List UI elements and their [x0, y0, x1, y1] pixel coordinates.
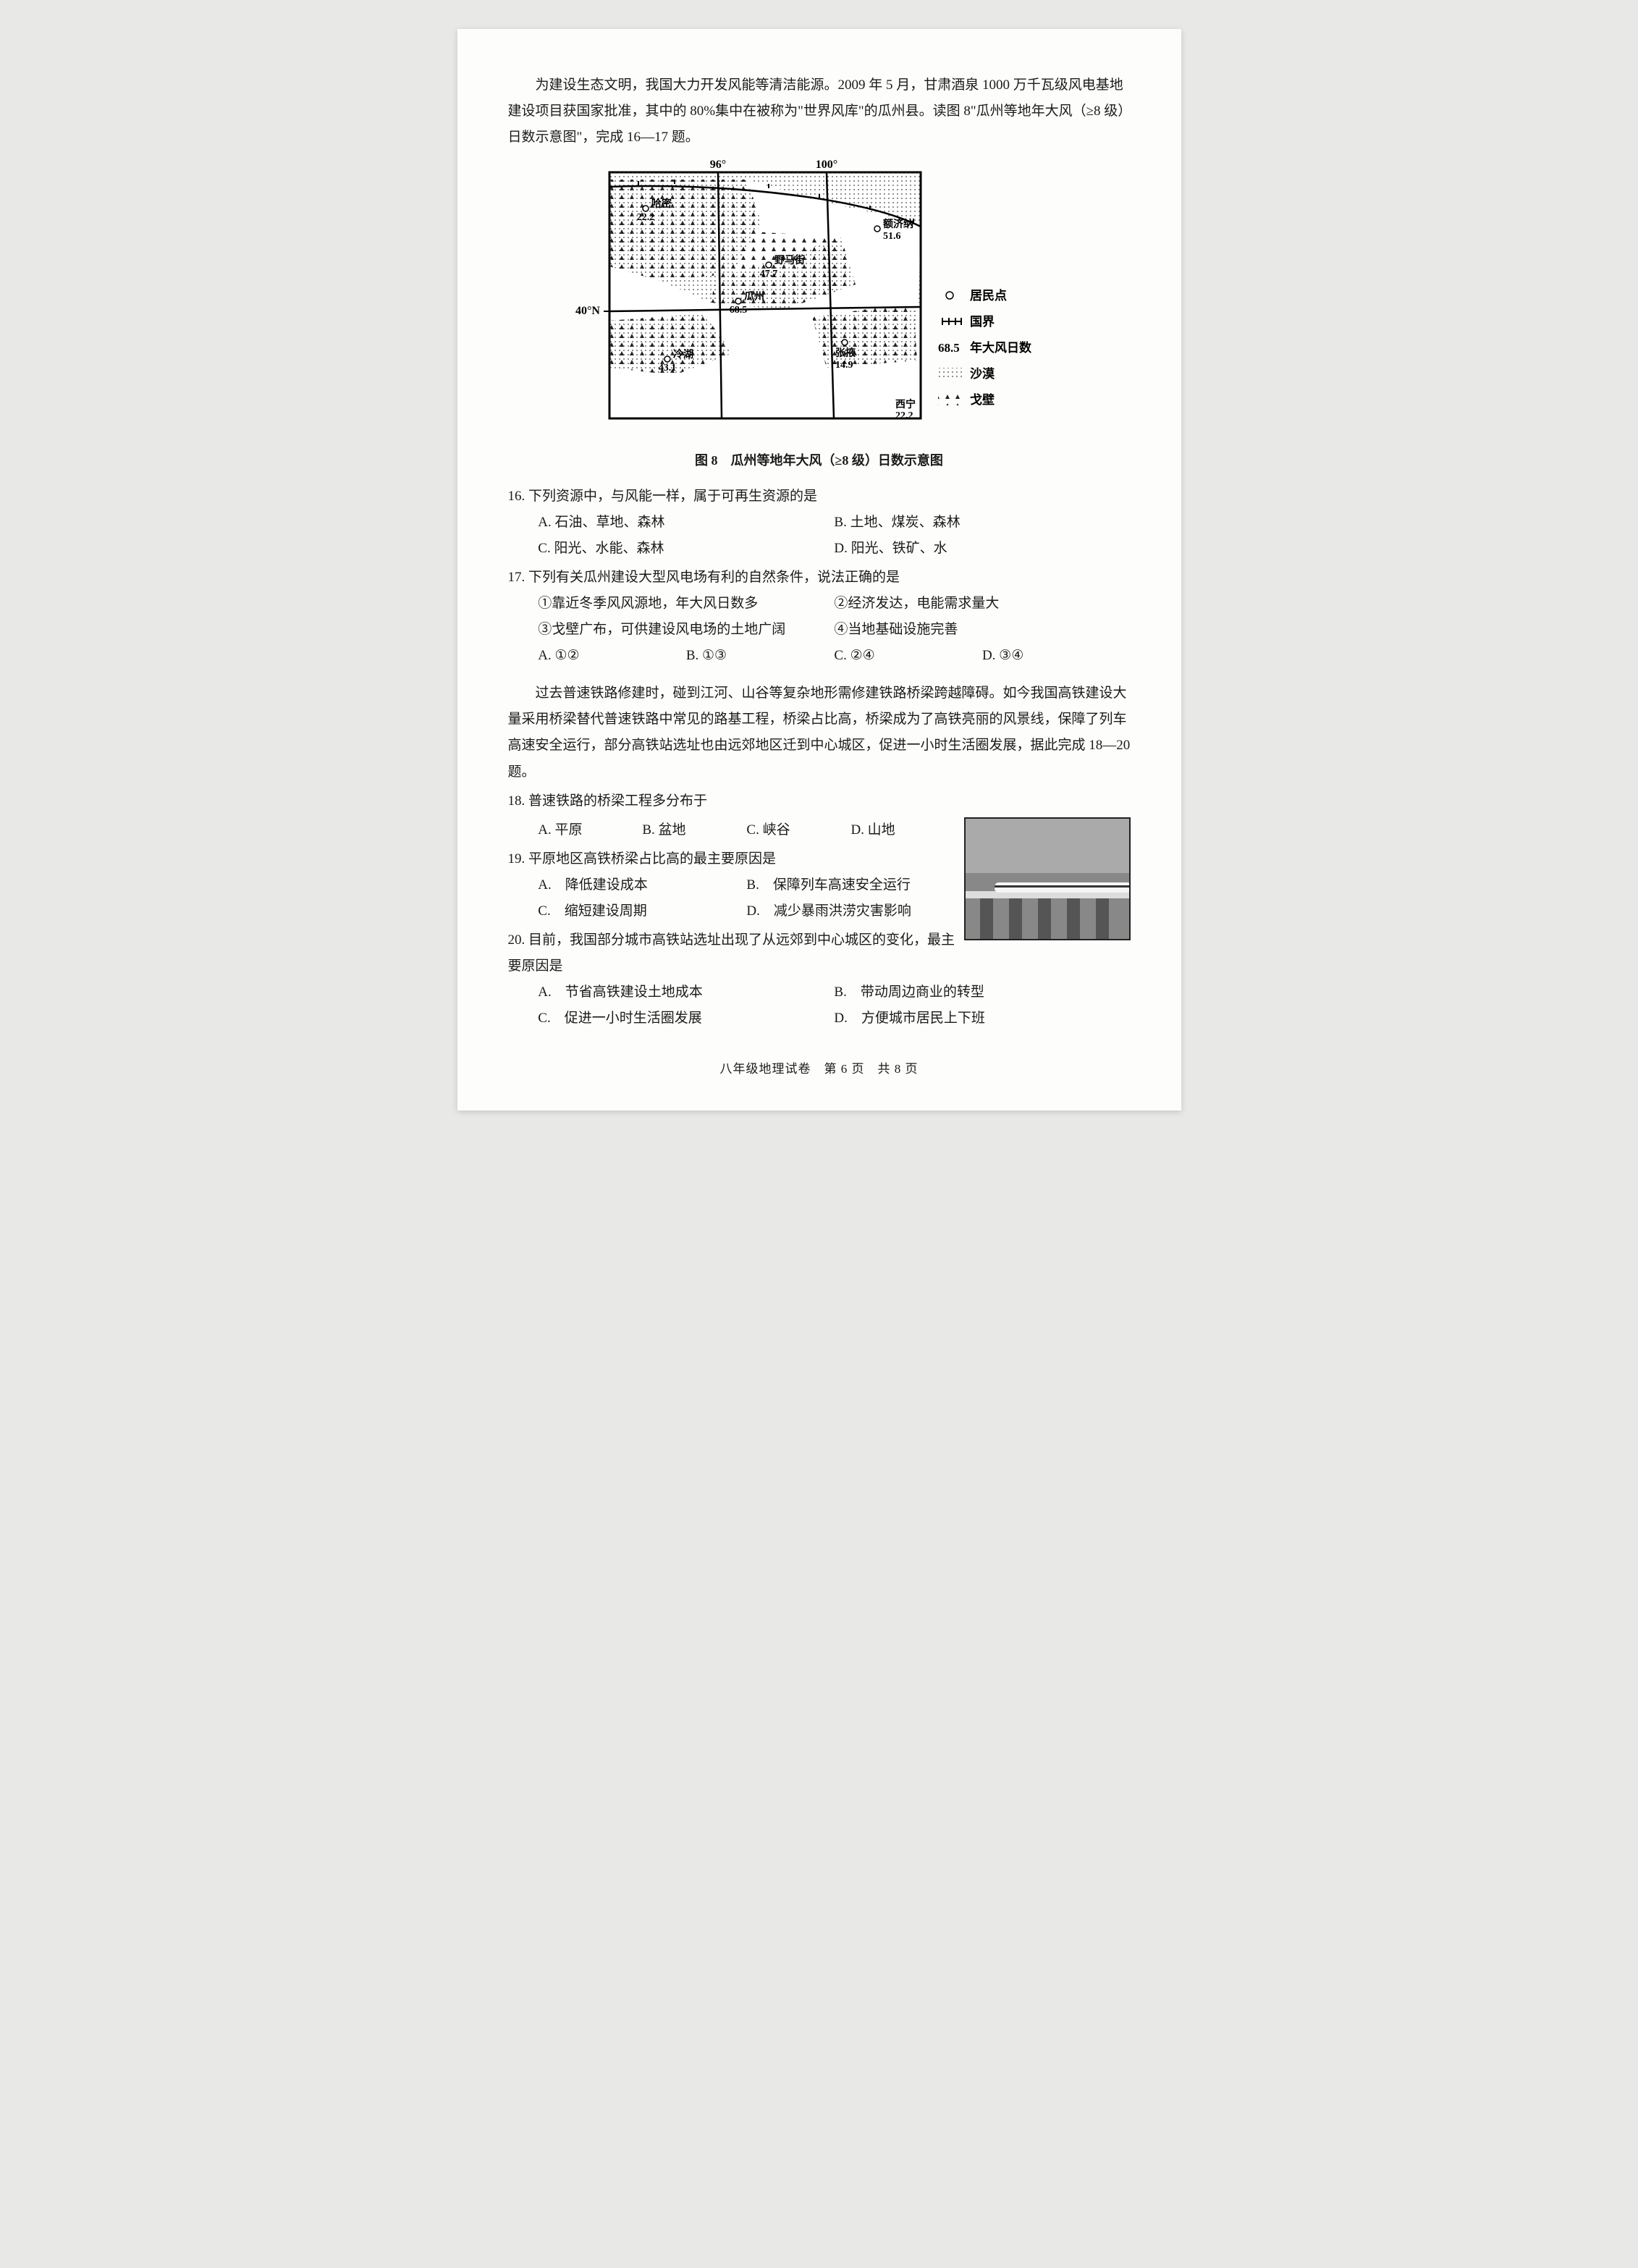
q17: 17. 下列有关瓜州建设大型风电场有利的自然条件，说法正确的是 ①靠近冬季风风源… — [508, 565, 1131, 669]
figure-8-caption: 图 8 瓜州等地年大风（≥8 级）日数示意图 — [508, 448, 1131, 473]
legend-border: 国界 — [970, 315, 995, 329]
city-yemajie: 野马街 — [774, 254, 805, 266]
q16-A: A. 石油、草地、森林 — [538, 510, 834, 536]
legend-desert: 沙漠 — [970, 366, 995, 381]
q19-stem: 19. 平原地区高铁桥梁占比高的最主要原因是 — [508, 846, 955, 872]
lon-96: 96° — [709, 159, 725, 171]
q17-stem: 17. 下列有关瓜州建设大型风电场有利的自然条件，说法正确的是 — [508, 565, 1131, 591]
legend-days-sample: 68.5 — [938, 341, 960, 355]
intro-2: 过去普速铁路修建时，碰到江河、山谷等复杂地形需修建铁路桥梁跨越障碍。如今我国高铁… — [508, 680, 1131, 785]
q16: 16. 下列资源中，与风能一样，属于可再生资源的是 A. 石油、草地、森林 B.… — [508, 484, 1131, 562]
figure-8: 96° 100° 40°N 哈密 22.2 额济纳 51.6 野马街 47.7 … — [508, 158, 1131, 442]
city-ejina: 额济纳 — [883, 218, 913, 230]
val-yemajie: 47.7 — [759, 269, 777, 279]
legend-days: 年大风日数 — [970, 340, 1032, 355]
q19-D: D. 减少暴雨洪涝灾害影响 — [746, 898, 955, 924]
q17-A: A. ①② — [538, 643, 686, 669]
lon-100: 100° — [815, 159, 837, 171]
lat-40n: 40°N — [575, 305, 600, 317]
q19: 19. 平原地区高铁桥梁占比高的最主要原因是 A. 降低建设成本 B. 保障列车… — [508, 846, 955, 924]
q20-B: B. 带动周边商业的转型 — [834, 979, 1130, 1006]
city-xining: 西宁 — [895, 398, 916, 410]
q18-B: B. 盆地 — [642, 817, 746, 843]
val-guazhou: 68.5 — [729, 305, 747, 316]
val-xining: 22.2 — [895, 410, 913, 421]
q16-C: C. 阳光、水能、森林 — [538, 536, 834, 562]
q16-D: D. 阳光、铁矿、水 — [834, 536, 1130, 562]
q17-B: B. ①③ — [686, 643, 835, 669]
legend-gobi: 戈壁 — [970, 392, 995, 407]
q18-D: D. 山地 — [850, 817, 955, 843]
map-svg: 96° 100° 40°N 哈密 22.2 额济纳 51.6 野马街 47.7 … — [566, 158, 1073, 433]
q20-C: C. 促进一小时生活圈发展 — [538, 1006, 834, 1032]
city-lenghu: 冷湖 — [673, 348, 693, 361]
val-hami: 22.2 — [636, 212, 654, 223]
q17-D: D. ③④ — [982, 643, 1131, 669]
city-guazhou: 瓜州 — [744, 291, 764, 303]
q19-A: A. 降低建设成本 — [538, 872, 746, 898]
legend-point: 居民点 — [970, 288, 1007, 303]
exam-page: 为建设生态文明，我国大力开发风能等清洁能源。2009 年 5 月，甘肃酒泉 10… — [457, 29, 1181, 1110]
q20-stem: 20. 目前，我国部分城市高铁站选址出现了从远郊到中心城区的变化，最主要原因是 — [508, 927, 955, 979]
q17-c4: ④当地基础设施完善 — [834, 617, 1130, 643]
q16-stem: 16. 下列资源中，与风能一样，属于可再生资源的是 — [508, 484, 1131, 510]
val-zhangye: 14.9 — [835, 360, 853, 371]
q20: 20. 目前，我国部分城市高铁站选址出现了从远郊到中心城区的变化，最主要原因是 — [508, 927, 955, 979]
train-photo — [964, 817, 1131, 940]
q17-C: C. ②④ — [834, 643, 982, 669]
val-ejina: 51.6 — [883, 231, 901, 242]
val-lenghu: 43.1 — [658, 363, 676, 374]
q17-c2: ②经济发达，电能需求量大 — [834, 591, 1130, 617]
q16-B: B. 土地、煤炭、森林 — [834, 510, 1130, 536]
q17-c1: ①靠近冬季风风源地，年大风日数多 — [538, 591, 834, 617]
q20-D: D. 方便城市居民上下班 — [834, 1006, 1130, 1032]
q19-B: B. 保障列车高速安全运行 — [746, 872, 955, 898]
q20-A: A. 节省高铁建设土地成本 — [538, 979, 834, 1006]
q18: 18. 普速铁路的桥梁工程多分布于 — [508, 788, 1131, 814]
q18-C: C. 峡谷 — [746, 817, 850, 843]
city-zhangye: 张掖 — [835, 347, 856, 359]
page-footer: 八年级地理试卷 第 6 页 共 8 页 — [508, 1058, 1131, 1081]
city-hami: 哈密 — [651, 198, 672, 210]
q19-C: C. 缩短建设周期 — [538, 898, 746, 924]
q17-c3: ③戈壁广布，可供建设风电场的土地广阔 — [538, 617, 834, 643]
q18-stem: 18. 普速铁路的桥梁工程多分布于 — [508, 788, 1131, 814]
intro-1: 为建设生态文明，我国大力开发风能等清洁能源。2009 年 5 月，甘肃酒泉 10… — [508, 72, 1131, 151]
q18-A: A. 平原 — [538, 817, 642, 843]
